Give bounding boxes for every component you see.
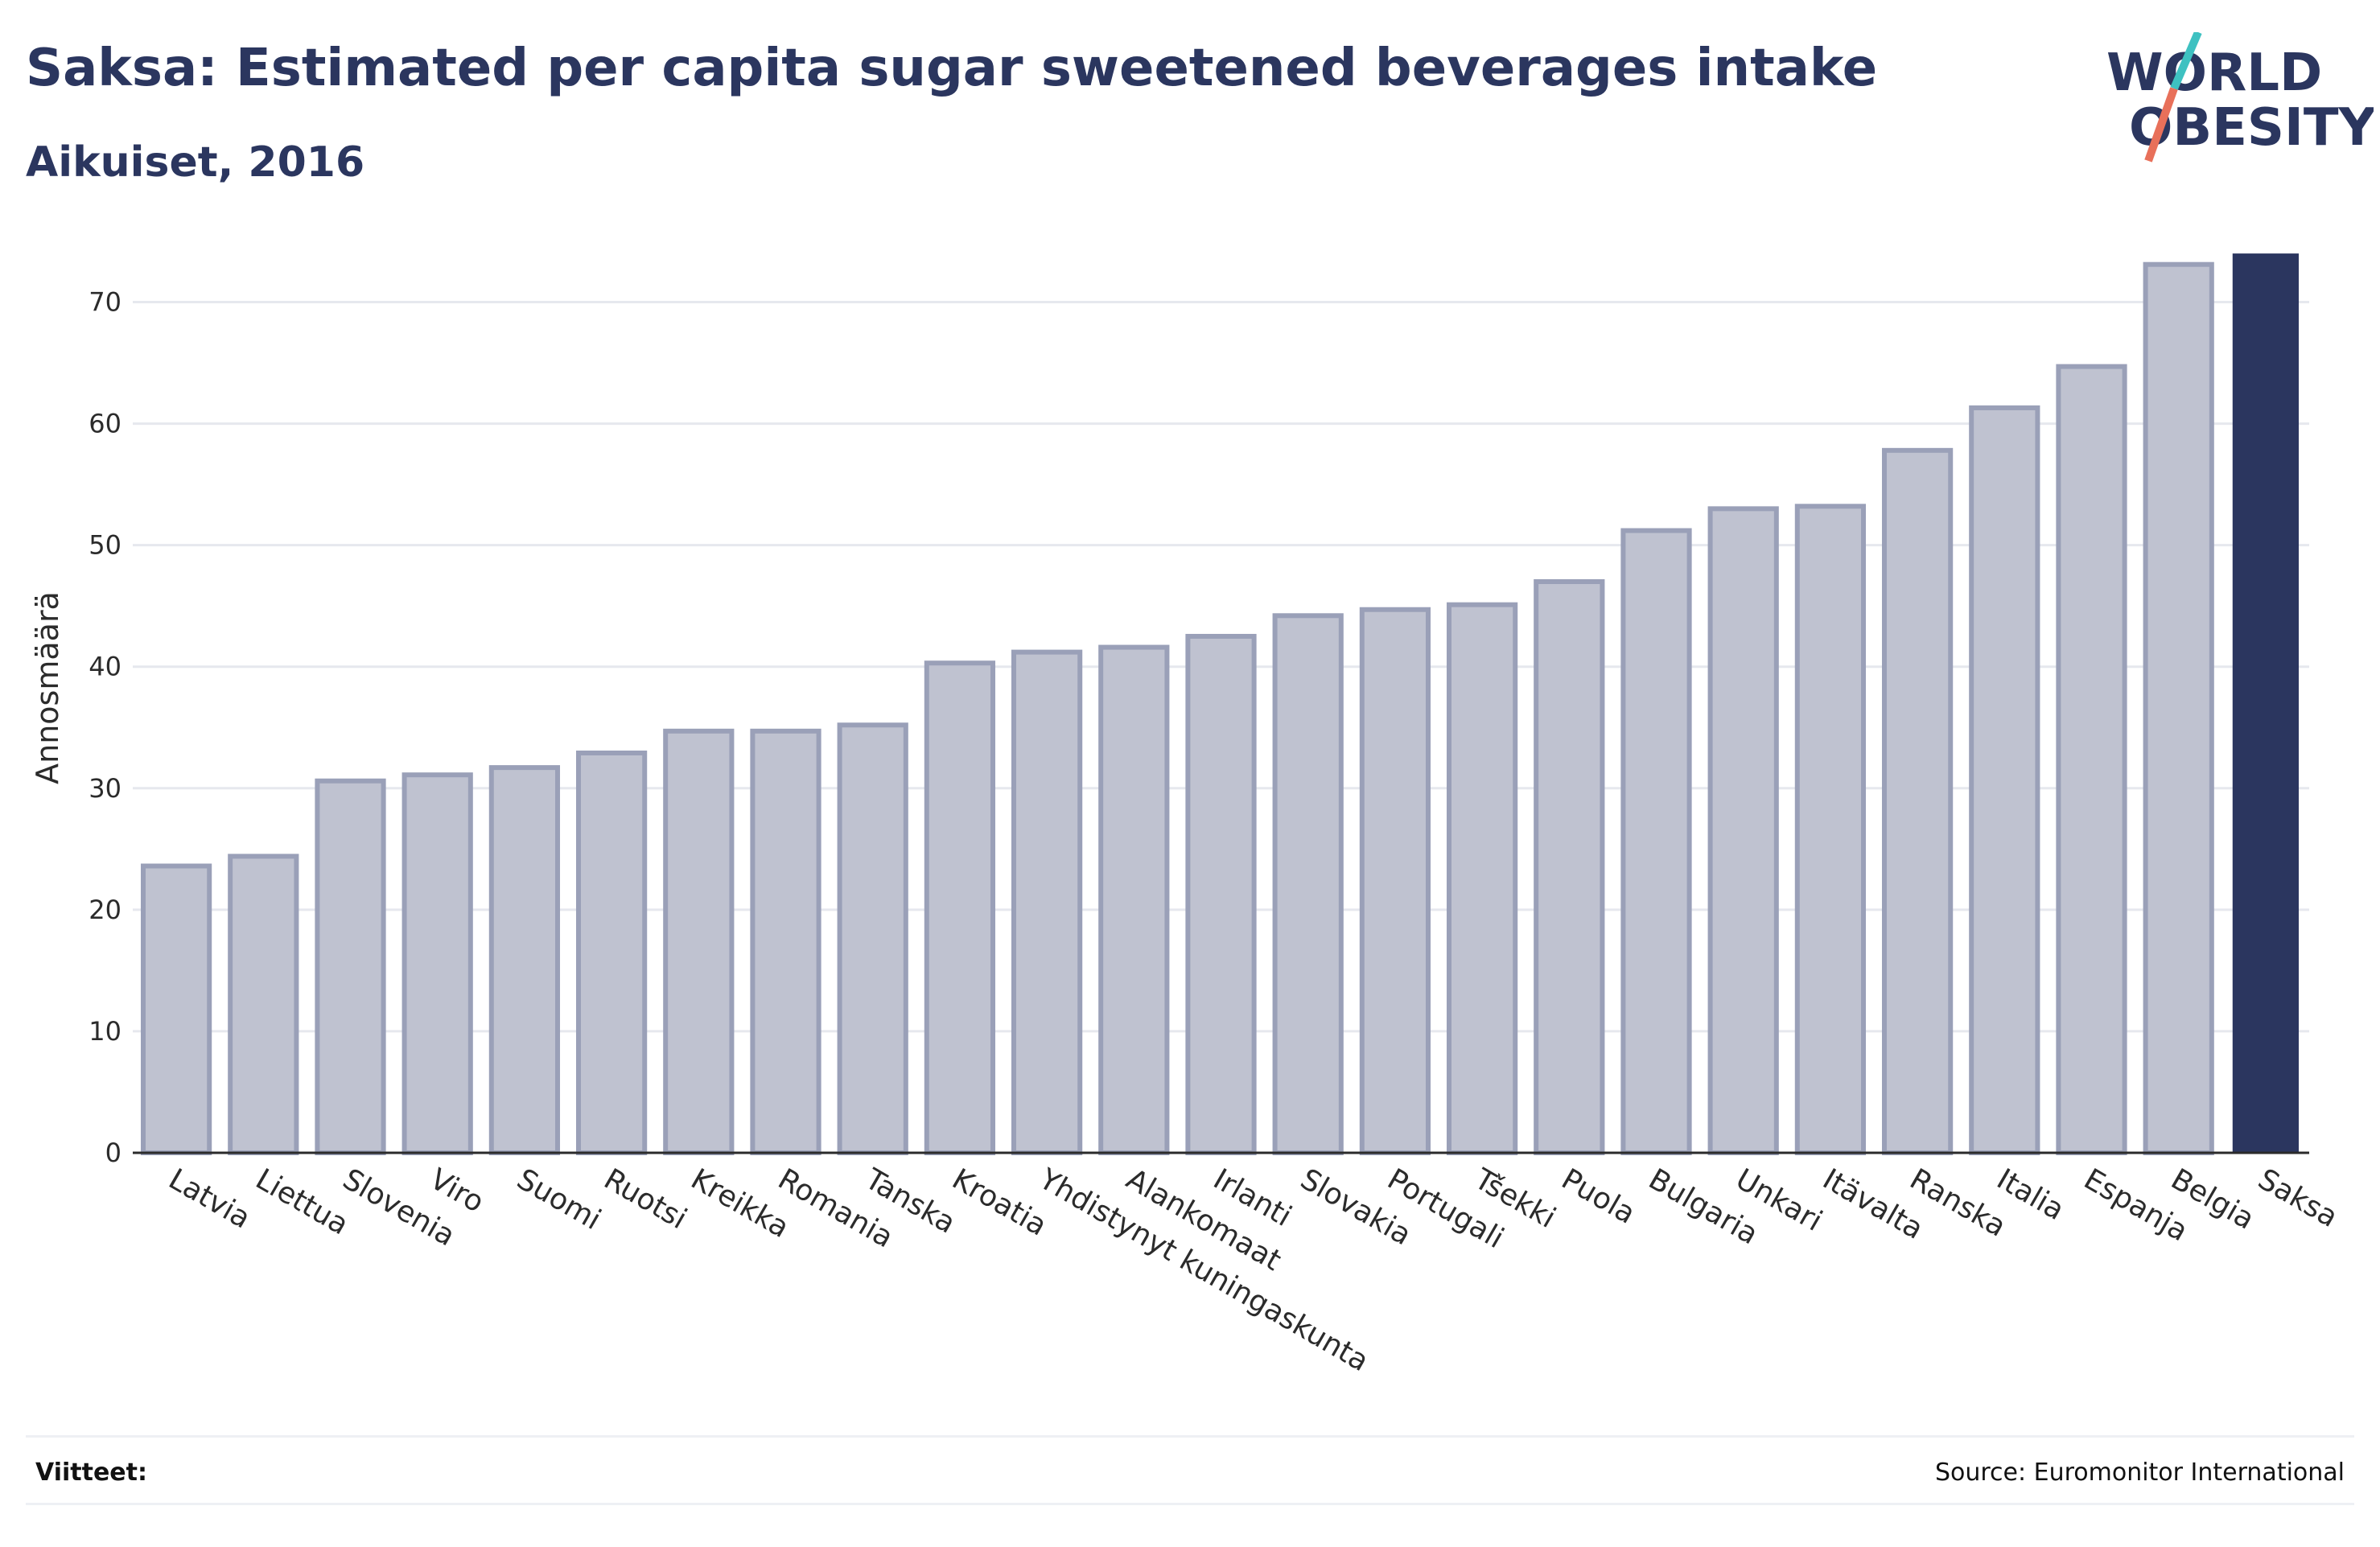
bar-suomi[interactable] [488,765,561,1155]
y-tick-label: 40 [89,652,121,682]
footer-divider-top [26,1435,2354,1438]
bar-puola[interactable] [1534,578,1605,1155]
bar-italia[interactable] [1969,405,2040,1156]
bar-kreikka[interactable] [663,728,735,1155]
y-tick-label: 20 [89,895,121,925]
y-axis-label: Annosmäärä [30,591,65,784]
bar-bulgaria[interactable] [1620,528,1692,1155]
y-tick-label: 0 [105,1138,121,1168]
y-tick-label: 10 [89,1016,121,1047]
x-tick-label: Suomi [511,1162,606,1236]
x-tick-label: Liettua [250,1162,354,1241]
bar-liettua[interactable] [228,854,299,1155]
bar-viro[interactable] [401,772,473,1155]
bar-ranska[interactable] [1881,447,1954,1155]
bar-portugali[interactable] [1359,607,1431,1155]
x-tick-label: Saksa [2252,1162,2343,1234]
y-tick-label: 70 [89,287,121,318]
bars [140,253,2300,1156]
bar-slovenia[interactable] [315,778,386,1156]
bar-ruotsi[interactable] [575,750,648,1155]
source-text: Source: Euromonitor International [1934,1459,2345,1487]
x-tick-label: Latvia [163,1162,256,1235]
bar-saksa[interactable] [2232,253,2300,1153]
x-tick-label: Ruotsi [599,1162,693,1236]
y-tick-label: 60 [89,409,121,439]
footer-divider-bottom [26,1503,2354,1505]
references-label: Viitteet: [35,1459,147,1487]
y-tick-label: 30 [89,773,121,804]
chart-title: Saksa: Estimated per capita sugar sweete… [26,39,1878,98]
bar-latvia[interactable] [140,863,212,1155]
world-obesity-logo: WORLD OBESITY [2084,31,2376,169]
x-tick-label: Kroatia [946,1162,1052,1242]
bar-tanska[interactable] [837,722,908,1155]
x-tick-label: Itävalta [1817,1162,1929,1246]
bar-alankomaat[interactable] [1098,644,1170,1155]
bar-romania[interactable] [750,728,821,1155]
bar-belgia[interactable] [2143,261,2214,1156]
bar-itävalta[interactable] [1794,504,1867,1155]
x-tick-label: Kreikka [686,1162,795,1245]
world-obesity-logo-graphic: WORLD OBESITY [2106,31,2376,163]
y-axis-ticks: 0 10 20 30 40 50 60 70 [89,287,121,1168]
bar-unkari[interactable] [1707,506,1779,1155]
bar-irlanti[interactable] [1185,633,1257,1155]
bar-kroatia[interactable] [924,660,996,1155]
chart-subtitle: Aikuiset, 2016 [26,138,365,187]
bar-tšekki[interactable] [1446,602,1518,1155]
bar-slovakia[interactable] [1272,613,1344,1155]
bar-yhdistynyt-kuningaskunta[interactable] [1011,649,1083,1155]
x-tick-label: Puola [1556,1162,1641,1230]
svg-text:WORLD: WORLD [2106,43,2322,103]
bar-espanja[interactable] [2056,364,2127,1155]
y-tick-label: 50 [89,530,121,561]
